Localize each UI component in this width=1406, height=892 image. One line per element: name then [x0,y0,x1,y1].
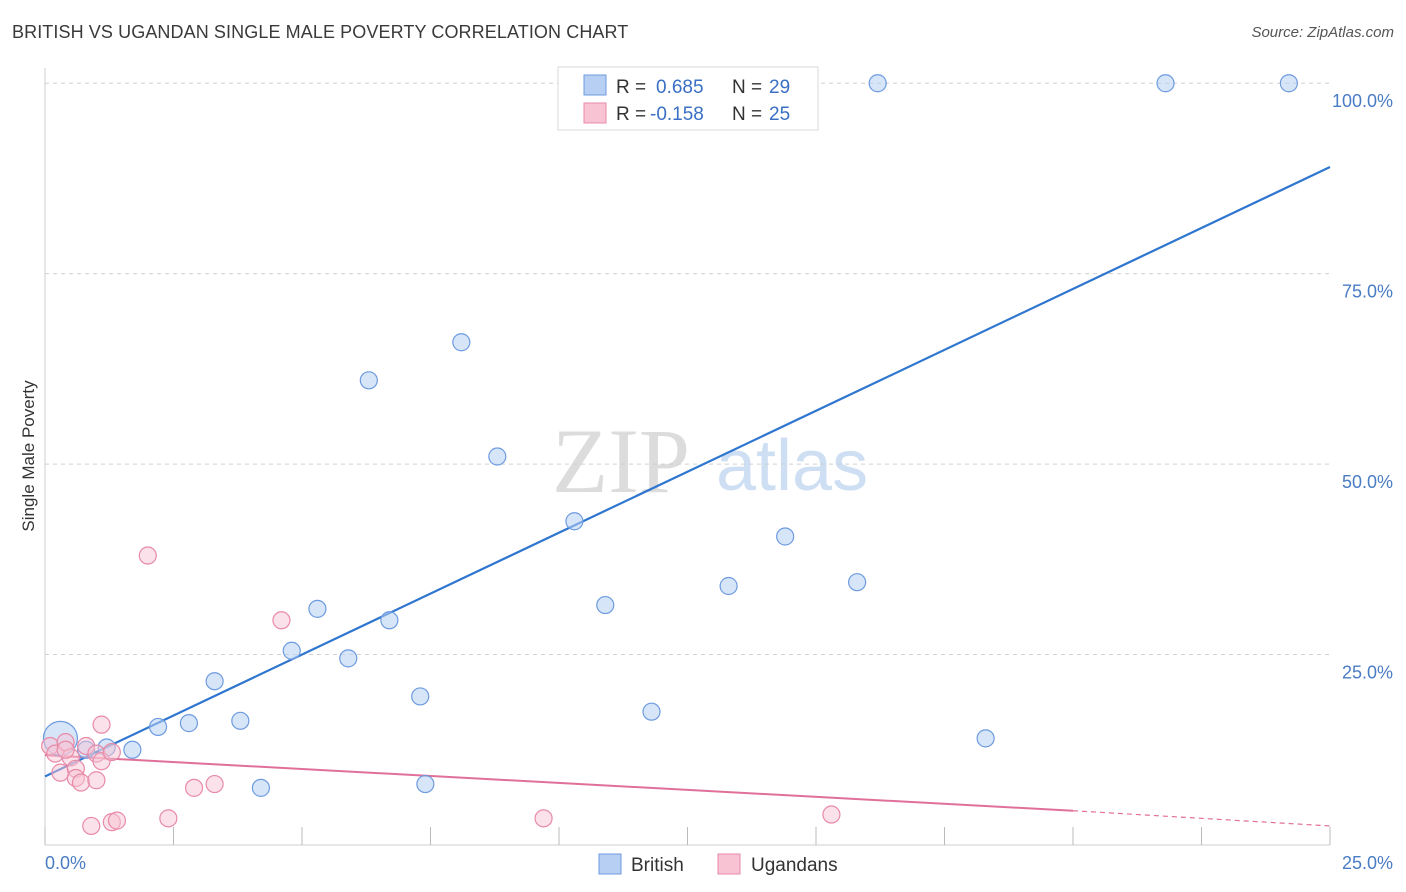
ugandan-trendline-extension [1072,810,1331,827]
british-point [205,672,224,691]
ugandan-point [184,778,204,797]
ugandan-points [41,546,841,836]
british-point [380,611,399,630]
british-point [148,717,168,737]
watermark-atlas: atlas [716,426,868,506]
bottom-legend: British Ugandans [598,853,838,876]
british-point [488,447,507,466]
y-tick-label: 100.0% [1332,91,1393,111]
british-point [848,573,867,592]
ugandan-point [92,715,111,734]
ugandan-point [51,763,70,782]
ugandan-point [107,811,127,830]
legend-n-value-ugandans: 25 [769,104,790,125]
ugandan-point [87,771,106,790]
legend-r-label-ugandans: R = [616,104,646,125]
top-legend: R = 0.685 N = 29 R = -0.158 N = 25 [557,66,819,131]
british-point [339,649,358,668]
british-point [976,729,995,748]
chart-title: BRITISH VS UGANDAN SINGLE MALE POVERTY C… [12,22,629,42]
ugandan-point [534,809,553,828]
british-point [416,774,435,794]
ugandan-point [822,805,841,824]
british-point [776,527,795,546]
british-point [452,333,471,352]
british-point [411,687,430,706]
y-axis-title: Single Male Poverty [19,380,38,532]
y-tick-label: 25.0% [1342,663,1393,683]
british-point [282,641,301,660]
bottom-legend-swatch-ugandans [717,853,741,875]
bottom-legend-british: British [631,855,684,876]
british-point [642,702,661,721]
ugandan-point [102,742,121,762]
ugandan-point [205,774,224,794]
legend-swatch-british [583,74,607,96]
bottom-legend-swatch-british [598,853,622,875]
ugandan-trendline-segment [44,754,1074,812]
british-point [231,711,250,730]
legend-swatch-ugandans [583,102,607,124]
legend-r-label-british: R = [616,77,646,98]
british-point [565,512,584,531]
legend-n-value-british: 29 [769,77,790,98]
gridlines [45,82,1330,656]
x-tick-label: 25.0% [1342,853,1393,873]
british-point [1279,74,1298,93]
british-point [179,714,199,733]
ugandan-point [159,809,178,828]
ugandan-point [138,546,157,565]
ugandan-point [82,816,101,836]
legend-n-label-british: N = [732,77,762,98]
y-tick-label: 50.0% [1342,472,1393,492]
british-point [719,576,738,596]
british-point [359,371,378,390]
ugandan-point [272,611,291,630]
ugandan-trendline [44,754,1331,827]
british-point [868,74,887,93]
x-tick-label: 0.0% [45,853,86,873]
british-point [308,599,327,618]
axes: 25.0% 50.0% 75.0% 100.0% 0.0% 25.0% [44,68,1393,873]
ugandan-point [56,740,75,759]
british-point [1156,74,1175,93]
bottom-legend-ugandans: Ugandans [751,855,838,876]
british-point [251,778,270,797]
british-trendline [44,166,1331,778]
chart-source: Source: ZipAtlas.com [1251,24,1394,41]
y-tick-label: 75.0% [1342,282,1393,302]
watermark-zip: ZIP [552,410,690,512]
legend-r-value-british: 0.685 [656,77,704,98]
british-point [123,740,142,759]
legend-r-value-ugandans: -0.158 [650,104,704,125]
british-point [596,595,615,615]
legend-n-label-ugandans: N = [732,104,762,125]
ugandan-point [71,773,91,792]
british-trendline-segment [44,166,1331,778]
